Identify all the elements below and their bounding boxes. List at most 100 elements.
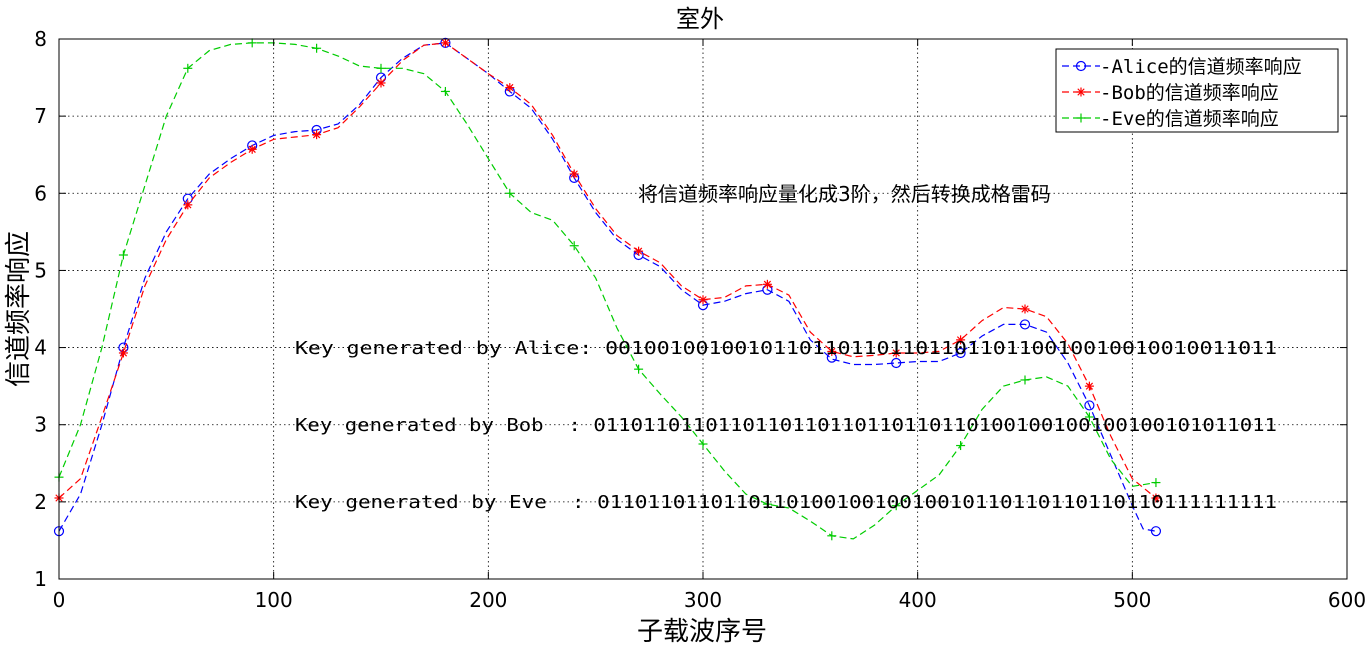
data-point-bob-stroke — [892, 349, 900, 357]
legend-marker-alice — [1075, 60, 1087, 72]
data-point-eve — [1084, 412, 1094, 422]
legend-marker-bob-stroke — [1077, 88, 1085, 96]
data-point-bob — [376, 78, 386, 88]
data-point-eve — [762, 499, 772, 509]
data-point-alice-shape — [1019, 319, 1031, 330]
data-point-bob-stroke — [377, 79, 385, 87]
y-tick-label: 5 — [34, 258, 47, 282]
series-line-alice — [58, 42, 1157, 532]
data-point-eve — [183, 63, 193, 73]
data-point-bob — [1020, 304, 1030, 314]
data-point-bob — [891, 348, 901, 358]
data-point-alice — [1150, 526, 1162, 537]
legend-label-alice: -Alice的信道频率响应 — [1100, 56, 1302, 78]
grid-lines — [59, 39, 1347, 579]
data-point-bob — [762, 279, 772, 289]
data-point-bob — [1084, 381, 1094, 391]
data-point-alice-shape — [955, 347, 966, 359]
data-point-alice — [1084, 400, 1095, 411]
data-point-bob-stroke — [312, 130, 321, 139]
data-point-bob — [956, 335, 966, 345]
data-point-bob — [698, 295, 708, 305]
y-tick-label: 2 — [34, 490, 47, 514]
data-point-bob — [569, 169, 579, 179]
data-point-bob-stroke — [699, 296, 707, 304]
series-line-bob — [58, 42, 1157, 499]
y-axis-label: 信道频率响应 — [4, 231, 34, 387]
data-point-eve — [247, 38, 257, 48]
x-tick-label: 200 — [469, 588, 507, 612]
data-point-eve — [1020, 375, 1030, 385]
legend-marker-alice-shape — [1075, 60, 1087, 72]
data-point-bob-stroke — [570, 170, 578, 178]
data-point-bob-stroke — [634, 247, 643, 255]
key-eve: Key generated by Eve : 01101101101101101… — [295, 492, 1277, 513]
data-point-bob — [118, 348, 128, 358]
x-tick-label: 300 — [684, 588, 722, 612]
data-point-bob — [505, 83, 515, 93]
data-point-eve — [505, 188, 515, 198]
data-point-eve — [891, 501, 901, 511]
y-tick-label: 4 — [34, 336, 47, 360]
y-tick-label: 8 — [34, 27, 47, 51]
data-point-bob — [827, 346, 837, 356]
data-point-eve — [440, 86, 450, 96]
key-alice: Key generated by Alice: 0010010010010110… — [295, 338, 1277, 359]
data-point-bob-stroke — [956, 336, 965, 344]
data-point-alice — [1019, 319, 1031, 330]
x-tick-label: 400 — [899, 588, 937, 612]
data-point-bob-stroke — [184, 201, 192, 209]
legend-label-eve: -Eve的信道频率响应 — [1100, 108, 1279, 130]
data-point-bob-stroke — [1021, 305, 1029, 313]
y-tick-label: 3 — [34, 413, 47, 437]
legend-box — [1055, 48, 1339, 133]
data-point-eve — [569, 241, 579, 251]
series-line-eve — [58, 42, 1156, 540]
data-point-bob-stroke — [828, 347, 836, 356]
data-point-bob-stroke — [506, 83, 514, 92]
series-layer — [53, 37, 1162, 541]
legend-label-bob: -Bob的信道频率响应 — [1100, 82, 1279, 104]
key-bob: Key generated by Bob : 01101101101101101… — [295, 415, 1277, 436]
data-point-alice — [891, 357, 902, 369]
data-point-eve — [118, 250, 128, 260]
data-point-alice-shape — [1084, 400, 1095, 411]
x-tick-label: 500 — [1113, 588, 1151, 612]
y-tick-label: 7 — [34, 104, 47, 128]
data-point-bob — [312, 130, 322, 140]
data-point-eve — [956, 441, 966, 451]
data-point-bob — [634, 246, 644, 256]
data-point-eve — [634, 364, 644, 374]
data-point-bob-stroke — [763, 280, 772, 288]
x-tick-label: 0 — [53, 588, 66, 612]
data-point-eve — [698, 439, 708, 449]
data-point-eve — [827, 531, 837, 541]
data-point-bob-stroke — [119, 349, 128, 357]
x-tick-label: 600 — [1328, 588, 1366, 612]
axis-ticks: 0 100 200 300 400 500 600 1 2 3 4 5 6 7 8 — [34, 27, 1366, 612]
y-tick-label: 6 — [34, 181, 47, 205]
data-point-bob — [1151, 493, 1161, 503]
legend-marker-eve — [1076, 113, 1086, 123]
data-point-bob-stroke — [441, 39, 450, 47]
data-point-eve — [312, 43, 322, 53]
chart-title: 室外 — [676, 5, 724, 33]
legend-marker-bob — [1076, 87, 1086, 97]
x-axis-label: 子载波序号 — [637, 617, 767, 647]
data-point-bob — [183, 200, 193, 210]
data-point-bob-stroke — [248, 145, 256, 153]
data-point-bob — [247, 144, 257, 154]
data-point-alice-shape — [1150, 526, 1162, 537]
legend: -Alice的信道频率响应 -Bob的信道频率响应 -Eve的信道频率响应 — [1055, 48, 1339, 133]
quantization-note: 将信道频率响应量化成3阶，然后转换成格雷码 — [638, 182, 1051, 206]
data-point-alice-shape — [891, 357, 902, 369]
data-point-alice — [955, 347, 966, 359]
data-point-eve — [376, 63, 386, 73]
data-point-bob-stroke — [1085, 382, 1094, 390]
y-tick-label: 1 — [34, 567, 47, 591]
data-point-bob-stroke — [1152, 494, 1160, 502]
data-point-bob — [440, 38, 450, 48]
data-point-eve — [1151, 478, 1161, 488]
x-tick-label: 100 — [255, 588, 293, 612]
